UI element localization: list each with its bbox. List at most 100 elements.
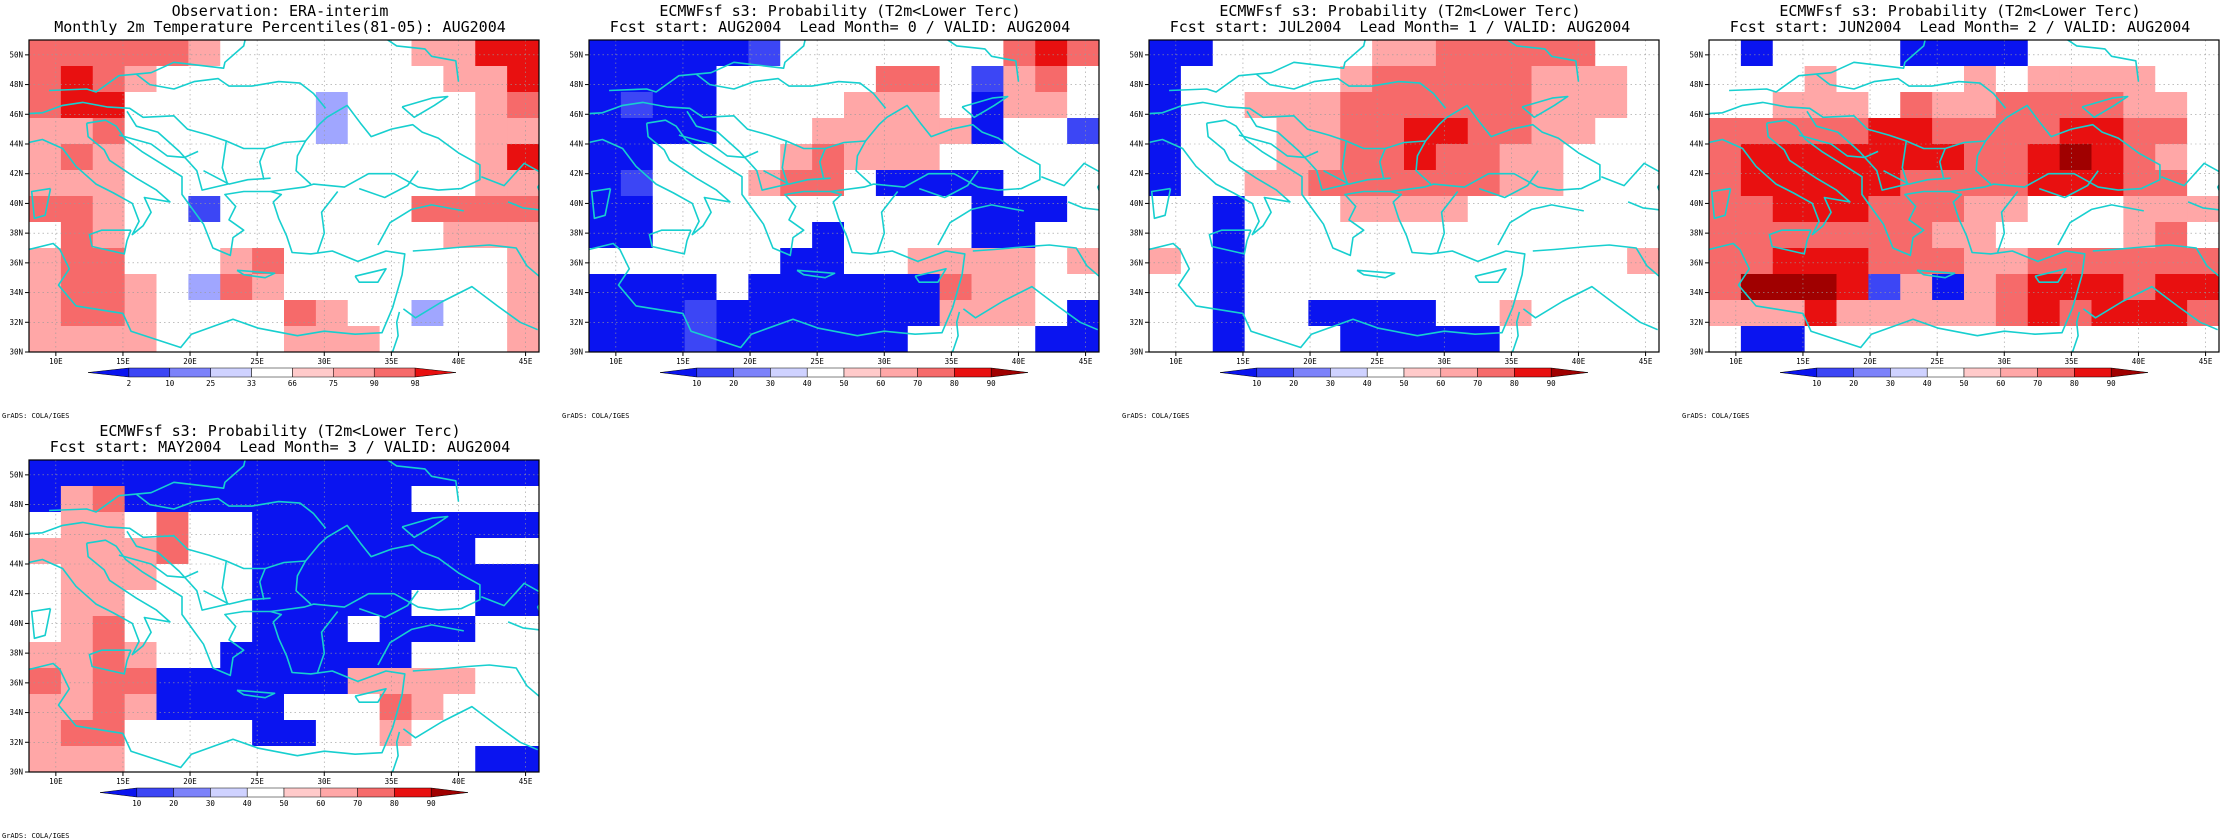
coastline — [946, 40, 1020, 82]
heatmap-cell — [379, 222, 412, 249]
heatmap-cell — [1035, 274, 1068, 301]
heatmap-cell — [315, 40, 349, 67]
heatmap-cell — [2187, 222, 2219, 249]
x-tick-label: 40E — [1572, 357, 1586, 366]
heatmap-cell — [1035, 118, 1068, 145]
heatmap-cell — [620, 144, 654, 171]
coastline — [412, 664, 539, 697]
heatmap-cell — [2187, 144, 2219, 171]
x-tick-label: 40E — [2132, 357, 2146, 366]
heatmap-cell — [379, 144, 412, 171]
chart-title: ECMWFsf s3: Probability (T2m<Lower Terc) — [1219, 2, 1581, 20]
heatmap-cell — [652, 40, 686, 67]
y-tick-label: 40N — [9, 199, 23, 208]
coastline — [29, 539, 406, 769]
coastline — [1208, 229, 1252, 255]
heatmap-cell — [1003, 40, 1036, 67]
heatmap-cell — [1836, 274, 1869, 301]
heatmap-cell — [684, 248, 717, 275]
heatmap-cell — [92, 642, 126, 669]
heatmap-cell — [252, 486, 285, 513]
heatmap-cell — [1772, 66, 1806, 93]
heatmap-cell — [971, 66, 1004, 93]
heatmap-cell — [620, 222, 654, 249]
heatmap-cell — [2027, 196, 2061, 223]
y-tick-label: 44N — [9, 560, 23, 569]
heatmap-cell — [507, 274, 539, 301]
heatmap-cell — [907, 144, 941, 171]
colorbar-swatch — [320, 787, 358, 798]
heatmap-cell — [92, 326, 126, 352]
heatmap-cell — [220, 746, 253, 772]
heatmap-cell — [1563, 40, 1596, 67]
heatmap-cell — [475, 274, 508, 301]
colorbar-label: 50 — [839, 379, 849, 388]
colorbar-swatch — [1440, 367, 1478, 378]
heatmap-cell — [1244, 40, 1277, 67]
heatmap-cell — [2091, 274, 2124, 301]
colorbar-label: 98 — [411, 379, 421, 388]
heatmap-cell — [907, 326, 941, 352]
heatmap-cell — [1404, 40, 1437, 67]
heatmap-cell — [844, 40, 877, 67]
heatmap-cell — [748, 248, 781, 275]
heatmap-cell — [411, 590, 444, 617]
heatmap-cell — [315, 144, 349, 171]
coastline — [270, 104, 481, 193]
heatmap-cell — [1467, 274, 1501, 301]
heatmap-cell — [347, 642, 381, 669]
heatmap-cell — [1467, 300, 1501, 327]
x-tick-label: 10E — [49, 357, 63, 366]
coastline — [1238, 134, 1319, 159]
heatmap-cell — [60, 746, 94, 772]
colorbar-swatch — [1403, 367, 1442, 378]
heatmap-cell — [1595, 248, 1628, 275]
heatmap-cell — [379, 486, 412, 513]
heatmap-cell — [411, 222, 444, 249]
x-tick-label: 10E — [1729, 357, 1743, 366]
heatmap-cell — [1499, 196, 1532, 223]
heatmap-cell — [1067, 222, 1099, 249]
coastline — [2081, 95, 2129, 119]
y-tick-label: 44N — [9, 140, 23, 149]
heatmap-cell — [875, 326, 909, 352]
coastline — [819, 148, 826, 180]
heatmap-cell — [29, 486, 62, 513]
colorbar-swatch — [1330, 367, 1368, 378]
heatmap-cell — [1067, 170, 1099, 197]
heatmap-cell — [507, 642, 539, 669]
heatmap-cell — [411, 326, 444, 352]
heatmap-cell — [907, 300, 941, 327]
heatmap-cell — [971, 222, 1004, 249]
heatmap-cell — [1595, 326, 1628, 352]
coastline — [402, 705, 539, 751]
heatmap-cell — [971, 144, 1004, 171]
coastline — [135, 73, 327, 109]
heatmap-cell — [124, 538, 157, 565]
heatmap-cell — [2155, 196, 2188, 223]
coastline — [2057, 204, 2144, 246]
x-tick-label: 25E — [250, 357, 264, 366]
x-tick-label: 45E — [1079, 357, 1093, 366]
colorbar-swatch — [333, 367, 375, 378]
chart-panel-5: 10E 15E 20E 25E 30E 35E 40E 45E 30N 32N 34N 36N 38N 4… — [0, 420, 560, 840]
heatmap-cell — [844, 118, 877, 145]
heatmap-cell — [1067, 118, 1099, 145]
y-tick-label: 42N — [9, 589, 23, 598]
heatmap-cell — [2155, 66, 2188, 93]
heatmap-cell — [748, 170, 781, 197]
coastline — [1916, 269, 1956, 279]
heatmap-cell — [1595, 66, 1628, 93]
colorbar-label: 70 — [2033, 379, 2043, 388]
colorbar-label: 80 — [390, 799, 400, 808]
heatmap-cell — [29, 746, 62, 772]
heatmap-cell — [1964, 66, 1997, 93]
heatmap-cell — [1627, 248, 1659, 275]
heatmap-cell — [1404, 66, 1437, 93]
heatmap-cell — [1180, 66, 1214, 93]
heatmap-cell — [443, 196, 476, 223]
heatmap-cell — [1035, 40, 1068, 67]
heatmap-cell — [684, 118, 717, 145]
heatmap-cell — [315, 486, 349, 513]
heatmap-cell — [60, 590, 94, 617]
